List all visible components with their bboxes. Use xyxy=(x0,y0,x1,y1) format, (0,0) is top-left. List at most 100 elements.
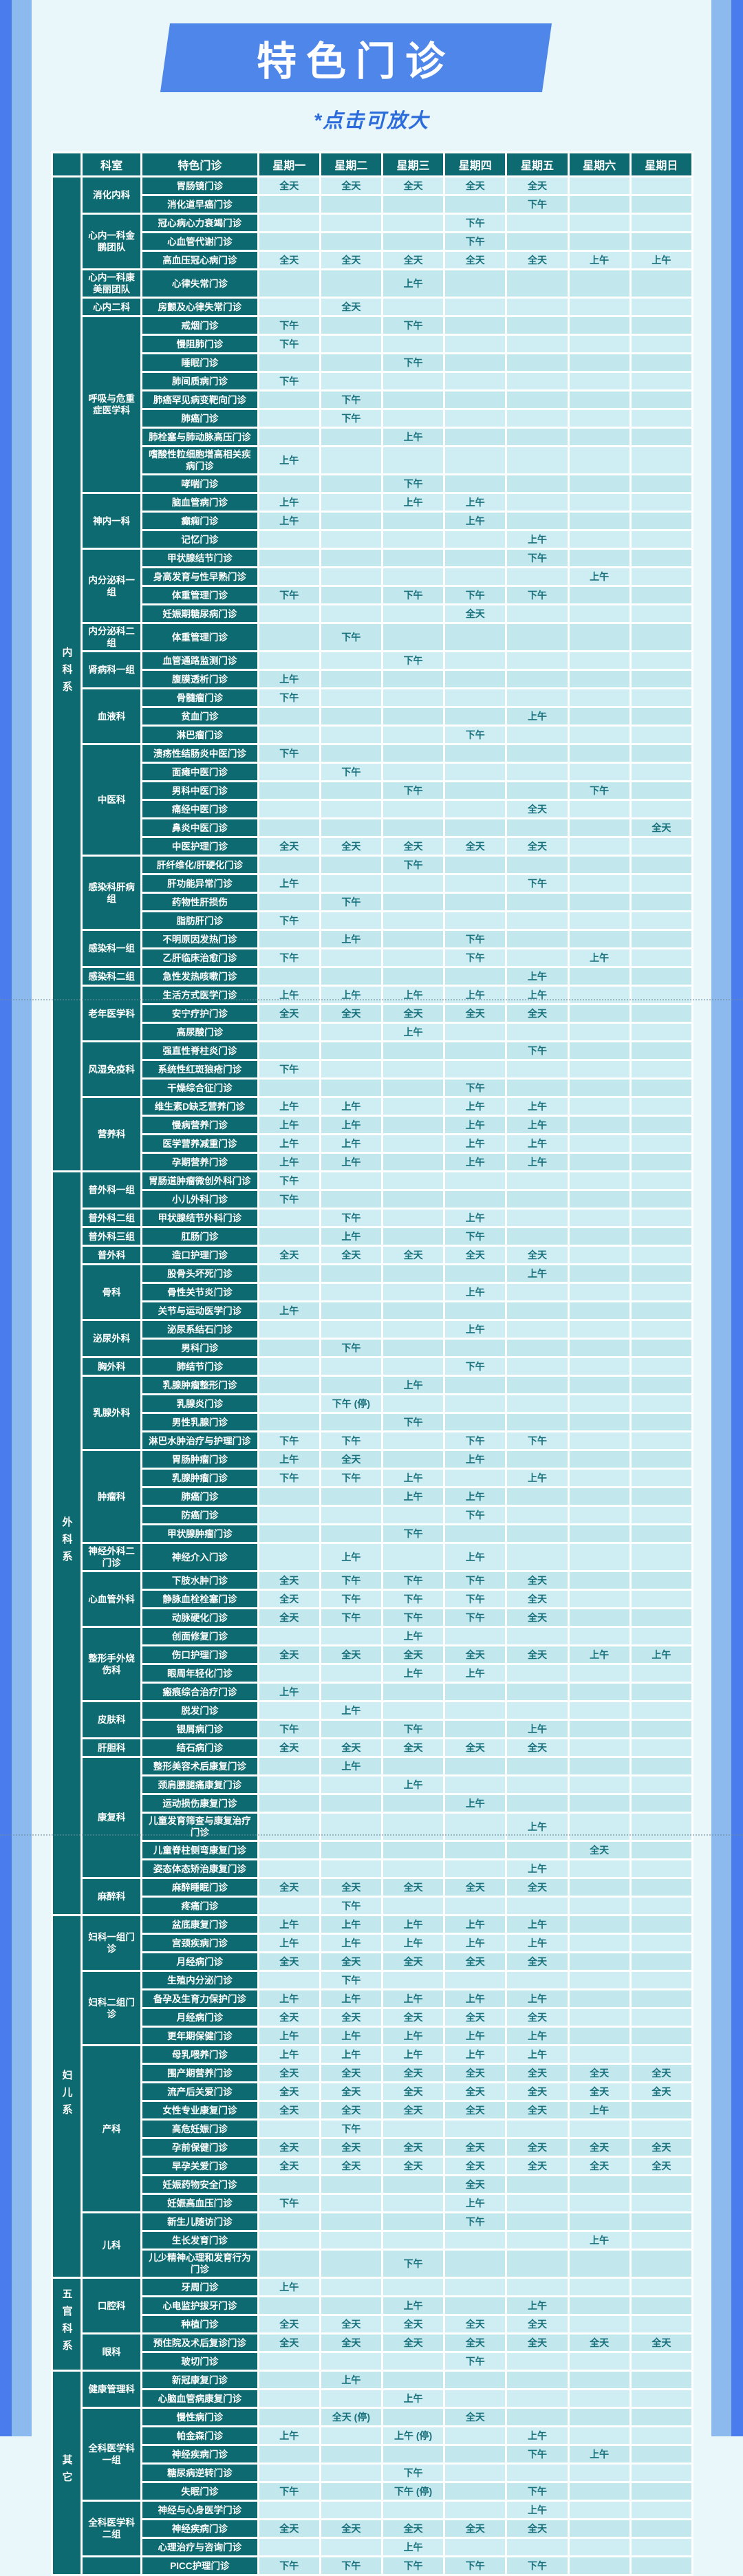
clinic-name-cell: 银屑病门诊 xyxy=(142,1721,257,1737)
clinic-name-cell: 肝功能异常门诊 xyxy=(142,875,257,892)
schedule-cell-day5 xyxy=(507,1898,568,1914)
schedule-cell-day3 xyxy=(383,624,444,650)
schedule-cell-day4: 上午 xyxy=(445,2046,506,2063)
schedule-cell-day5 xyxy=(507,894,568,910)
schedule-cell-day4 xyxy=(445,1702,506,1719)
schedule-cell-day1 xyxy=(259,1898,319,1914)
schedule-cell-day3: 上午 xyxy=(383,2539,444,2555)
clinic-name-cell: 痛经中医门诊 xyxy=(142,801,257,817)
schedule-cell-day2 xyxy=(321,1024,381,1040)
schedule-cell-day7 xyxy=(631,1842,691,1858)
column-header-4: 星期三 xyxy=(383,153,444,175)
schedule-cell-day7 xyxy=(631,857,691,873)
schedule-cell-day2 xyxy=(321,196,381,213)
schedule-cell-day4: 下午 xyxy=(445,1432,506,1449)
table-row: 系统性红斑狼疮门诊 下午 xyxy=(53,1061,691,1077)
department-cell: 普外科二组 xyxy=(83,1210,141,1226)
clinic-name-cell: 不明原因发热门诊 xyxy=(142,931,257,947)
department-cell: 妇科二组门诊 xyxy=(83,1972,141,2044)
schedule-cell-day5: 全天 xyxy=(507,2009,568,2026)
schedule-cell-day6 xyxy=(569,1024,629,1040)
schedule-cell-day4: 全天 xyxy=(445,2139,506,2156)
schedule-cell-day7: 上午 xyxy=(631,1646,691,1663)
schedule-cell-day2 xyxy=(321,2446,381,2462)
table-row: 孕前保健门诊 全天 全天 全天 全天 全天 全天 全天 xyxy=(53,2139,691,2156)
schedule-cell-day3 xyxy=(383,2232,444,2248)
clinic-name-cell: 乳腺肿瘤门诊 xyxy=(142,1470,257,1486)
schedule-cell-day2: 下午 xyxy=(321,1898,381,1914)
schedule-cell-day6 xyxy=(569,1916,629,1933)
schedule-cell-day4: 上午 xyxy=(445,1544,506,1570)
schedule-cell-day5: 下午 xyxy=(507,2446,568,2462)
schedule-cell-day2: 上午 xyxy=(321,1702,381,1719)
clinic-name-cell: 神经疾病门诊 xyxy=(142,2520,257,2537)
schedule-cell-day7 xyxy=(631,447,691,473)
table-row: 营养科 维生素D缺乏营养门诊 上午 上午 上午 上午 xyxy=(53,1098,691,1170)
table-row: 失眠门诊 下午 下午 (停) 下午 xyxy=(53,2483,691,2500)
schedule-cell-day2 xyxy=(321,2539,381,2555)
schedule-cell-day7 xyxy=(631,1990,691,2007)
table-row: 五官科系 口腔科 牙周门诊 上午 xyxy=(53,2279,691,2370)
department-cell: 中医科 xyxy=(83,745,141,855)
schedule-cell-day6 xyxy=(569,1739,629,1756)
schedule-cell-day2: 下午 xyxy=(321,1572,381,1589)
schedule-cell-day1 xyxy=(259,727,319,743)
schedule-cell-day4: 上午 xyxy=(445,1795,506,1812)
schedule-cell-day2: 全天 xyxy=(321,1879,381,1896)
schedule-cell-day2 xyxy=(321,317,381,334)
table-row: 儿童发育筛查与康复治疗门诊 上午 xyxy=(53,1814,691,1840)
schedule-cell-day4 xyxy=(445,1470,506,1486)
department-cell: 感染科肝病组 xyxy=(83,857,141,929)
schedule-cell-day5 xyxy=(507,2539,568,2555)
table-row: 淋巴瘤门诊 下午 xyxy=(53,727,691,743)
schedule-cell-day5: 全天 xyxy=(507,838,568,855)
schedule-cell-day3: 全天 xyxy=(383,2139,444,2156)
schedule-cell-day5 xyxy=(507,949,568,966)
schedule-cell-day5: 全天 xyxy=(507,1572,568,1589)
schedule-cell-day4: 上午 xyxy=(445,1135,506,1152)
schedule-cell-day1 xyxy=(259,1758,319,1774)
schedule-cell-day4 xyxy=(445,1628,506,1644)
schedule-cell-day2 xyxy=(321,1777,381,1793)
clinic-name-cell: 消化道早癌门诊 xyxy=(142,196,257,213)
schedule-cell-day7 xyxy=(631,1228,691,1245)
schedule-cell-day1 xyxy=(259,1842,319,1858)
schedule-cell-day2 xyxy=(321,819,381,836)
schedule-cell-day3: 上午 xyxy=(383,2297,444,2314)
schedule-cell-day4 xyxy=(445,2483,506,2500)
schedule-cell-day4: 下午 xyxy=(445,1591,506,1607)
schedule-cell-day1 xyxy=(259,2372,319,2388)
table-row: 整形手外烧伤科 创面修复门诊 上午 xyxy=(53,1628,691,1700)
schedule-cell-day2 xyxy=(321,2465,381,2481)
schedule-cell-day4: 全天 xyxy=(445,1739,506,1756)
schedule-cell-day7: 全天 xyxy=(631,819,691,836)
schedule-cell-day6 xyxy=(569,1284,629,1300)
schedule-cell-day6 xyxy=(569,1080,629,1096)
schedule-cell-day5: 上午 xyxy=(507,2046,568,2063)
schedule-cell-day4 xyxy=(445,1024,506,1040)
schedule-cell-day6 xyxy=(569,2465,629,2481)
table-row: 中医科 溃疡性结肠炎中医门诊 下午 xyxy=(53,745,691,855)
schedule-cell-day1: 下午 xyxy=(259,1432,319,1449)
schedule-cell-day1: 全天 xyxy=(259,2083,319,2100)
schedule-cell-day4: 下午 xyxy=(445,1080,506,1096)
schedule-cell-day5 xyxy=(507,270,568,297)
schedule-poster[interactable]: 科室 特色门诊 星期一 星期二 星期三 星期四 星期五 星期六 星期日 内科系 消化内科 胃肠镜门诊… xyxy=(51,151,693,2576)
schedule-cell-day4: 上午 xyxy=(445,513,506,529)
schedule-cell-day3: 上午 xyxy=(383,494,444,511)
schedule-cell-day2: 全天 xyxy=(321,2083,381,2100)
clinic-name-cell: 冠心病心力衰竭门诊 xyxy=(142,215,257,231)
schedule-cell-day2 xyxy=(321,671,381,687)
clinic-name-cell: 男科门诊 xyxy=(142,1340,257,1356)
schedule-cell-day5 xyxy=(507,2251,568,2277)
clinic-name-cell: 预住院及术后复诊门诊 xyxy=(142,2334,257,2351)
clinic-name-cell: 心理治疗与咨询门诊 xyxy=(142,2539,257,2555)
clinic-name-cell: PICC护理门诊 xyxy=(142,2557,257,2574)
schedule-cell-day2 xyxy=(321,336,381,352)
table-row: 高危妊娠门诊 下午 xyxy=(53,2121,691,2137)
schedule-cell-day3: 下午 xyxy=(383,2251,444,2277)
schedule-cell-day7 xyxy=(631,1284,691,1300)
schedule-cell-day5 xyxy=(507,2213,568,2230)
schedule-cell-day4 xyxy=(445,782,506,799)
table-row: 早孕关爱门诊 全天 全天 全天 全天 全天 全天 全天 xyxy=(53,2158,691,2174)
